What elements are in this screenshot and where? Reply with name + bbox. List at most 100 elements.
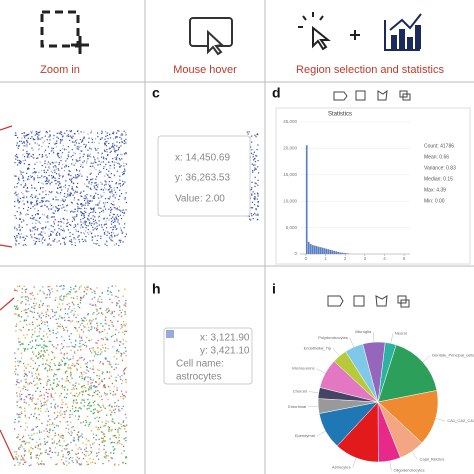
- dot: [22, 177, 24, 179]
- dot: [60, 349, 62, 351]
- dot: [51, 309, 53, 311]
- dot: [19, 341, 21, 343]
- dot: [14, 457, 16, 460]
- dot: [59, 182, 61, 184]
- dot: [20, 310, 23, 313]
- dot: [49, 450, 52, 452]
- dot: [80, 219, 82, 221]
- dot: [99, 353, 102, 355]
- dot: [35, 454, 37, 457]
- dot: [104, 329, 106, 331]
- dot: [15, 368, 17, 370]
- dot: [111, 161, 114, 163]
- dot: [86, 289, 88, 291]
- dot: [106, 290, 109, 292]
- dot: [23, 136, 26, 138]
- bar: [335, 251, 338, 254]
- dot: [123, 227, 125, 229]
- dot: [118, 314, 120, 316]
- dot: [96, 326, 98, 328]
- dot: [79, 324, 82, 326]
- dot: [63, 206, 65, 208]
- dot: [26, 142, 28, 144]
- dot: [18, 145, 20, 147]
- dot: [106, 217, 108, 219]
- dot: [14, 155, 16, 157]
- dot: [56, 368, 58, 371]
- dot: [47, 315, 50, 317]
- dot: [77, 436, 80, 439]
- dot: [28, 449, 30, 451]
- dot: [101, 351, 103, 353]
- dot: [63, 440, 65, 442]
- dot: [66, 135, 68, 137]
- dot: [34, 187, 36, 189]
- dot: [95, 178, 97, 180]
- dot: [49, 135, 51, 137]
- dot: [16, 305, 18, 307]
- dot: [106, 168, 108, 171]
- dot: [22, 388, 24, 390]
- dot: [38, 454, 40, 457]
- dot: [44, 441, 46, 443]
- dot: [40, 355, 42, 357]
- dot: [88, 200, 90, 202]
- dot: [57, 207, 59, 210]
- dot: [125, 142, 127, 144]
- dot: [70, 421, 72, 423]
- dot: [98, 332, 101, 334]
- dot: [57, 452, 60, 454]
- dot: [18, 393, 21, 395]
- dot: [32, 438, 34, 441]
- dot: [90, 132, 92, 134]
- dot: [115, 243, 117, 245]
- dot: [91, 139, 94, 141]
- dot: [35, 369, 38, 372]
- dot: [47, 364, 49, 366]
- dot: [100, 323, 102, 325]
- dot: [71, 202, 73, 204]
- dot: [111, 240, 113, 242]
- dot: [28, 163, 31, 166]
- dot: [33, 415, 35, 418]
- dot: [97, 193, 99, 196]
- dot: [121, 443, 123, 446]
- dot: [53, 399, 55, 401]
- dot: [36, 377, 38, 379]
- dot: [98, 391, 101, 394]
- dot: [123, 183, 125, 185]
- dot: [52, 332, 54, 334]
- dot: [58, 441, 60, 443]
- dot: [60, 157, 62, 159]
- dot: [257, 179, 259, 181]
- dot: [26, 146, 28, 148]
- dot: [75, 176, 77, 178]
- dot: [123, 171, 125, 173]
- dot: [105, 457, 107, 459]
- dot: [40, 405, 43, 407]
- dot: [49, 447, 51, 450]
- dot: [113, 464, 116, 466]
- dot: [33, 138, 35, 141]
- dot: [78, 326, 80, 329]
- dot: [28, 157, 30, 159]
- dot: [80, 214, 83, 216]
- dot: [65, 457, 67, 459]
- dot: [112, 146, 114, 148]
- dot: [84, 230, 87, 232]
- dot: [20, 316, 23, 318]
- dot: [125, 138, 127, 140]
- dot: [122, 320, 125, 323]
- dot: [23, 455, 26, 457]
- dot: [38, 240, 40, 242]
- dot: [80, 285, 82, 287]
- dot: [108, 170, 110, 172]
- dot: [107, 189, 109, 191]
- dot: [123, 438, 125, 440]
- dot: [17, 455, 20, 457]
- dot: [19, 161, 21, 164]
- dot: [53, 442, 55, 444]
- dot: [42, 183, 44, 185]
- dot: [34, 196, 36, 198]
- dot: [90, 462, 92, 464]
